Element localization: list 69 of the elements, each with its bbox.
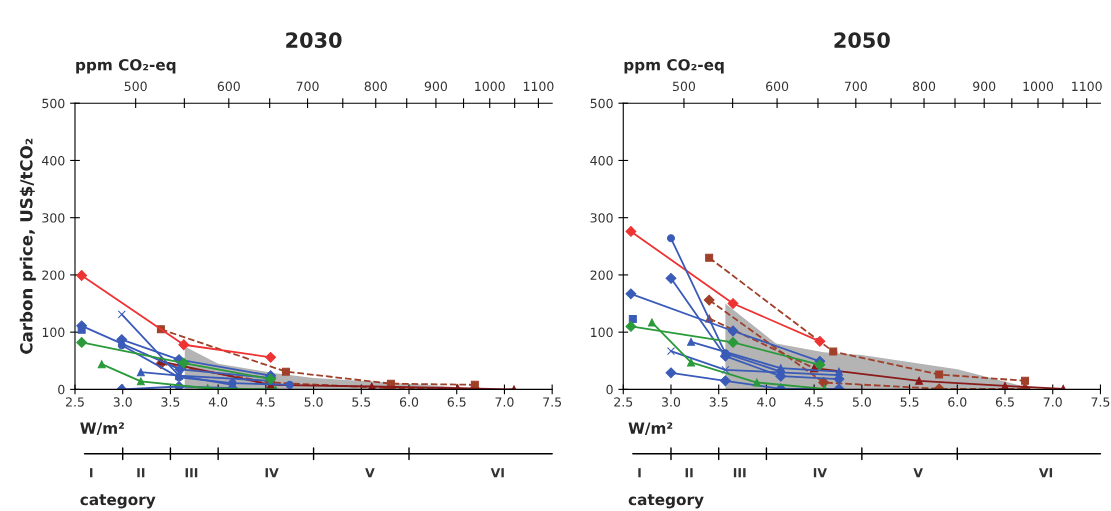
x-tick-label: 2.5 [65,397,84,407]
y-tick-label: 300 [42,213,65,223]
text: category [80,494,156,509]
x2-tick-label: 1100 [523,81,554,92]
x-tick-label: 5.0 [852,397,871,407]
x-tick-label: 3.0 [113,397,132,407]
x-tick-label: 6.5 [447,397,466,407]
text: VI [1038,468,1053,478]
text: II [685,468,693,478]
text: category [628,494,704,509]
x2-tick-label: 500 [124,81,147,92]
x-tick-label: 3.0 [662,397,681,407]
x-tick-label: 4.5 [804,397,823,407]
y-tick-label: 500 [42,98,65,109]
chart-title: 2050 [834,32,890,48]
x2-tick-label: 1000 [1023,81,1054,92]
x-tick-label: 5.5 [352,397,371,407]
y-tick-label: 200 [42,270,65,280]
x2-tick-label: 900 [973,81,996,92]
x2-axis-title: ppm CO₂-eq [76,58,176,74]
x2-tick-label: 1000 [475,81,505,92]
x2-tick-label: 500 [672,81,696,92]
x-tick-label: 4.0 [208,397,228,407]
text: III [733,468,746,478]
text: I [638,468,641,478]
y-tick-label: 300 [590,213,613,223]
x-tick-label: 2.5 [614,397,633,407]
x-tick-label: 3.5 [161,397,180,407]
x-axis-title: W/m² [628,422,673,436]
text: VI [490,468,504,478]
x-tick-label: 7.5 [543,397,562,407]
x2-tick-label: 800 [912,81,936,92]
x-tick-label: 4.5 [256,397,275,407]
y-tick-label: 200 [590,270,613,280]
text: V [913,468,923,478]
text: V [365,468,375,478]
x2-axis-title: ppm CO₂-eq [624,58,724,74]
y-tick-label: 0 [606,384,613,395]
x2-tick-label: 1100 [1072,81,1102,92]
x-tick-label: 5.5 [900,397,919,407]
y-tick-label: 0 [58,384,65,395]
x2-tick-label: 800 [364,81,387,92]
text: I [90,468,93,478]
x2-tick-label: 700 [296,81,319,92]
y-tick-label: 100 [42,327,65,338]
x-axis-title: W/m² [80,422,124,436]
text: III [185,468,198,478]
text: IV [813,468,827,478]
x-tick-label: 4.0 [757,397,776,407]
x-tick-label: 7.0 [1043,397,1062,407]
x2-tick-label: 600 [217,81,240,92]
x-tick-label: 6.0 [948,397,967,407]
text: II [137,468,145,478]
x2-tick-label: 600 [766,81,789,92]
x-tick-label: 6.0 [399,397,419,407]
x-tick-label: 5.0 [304,397,323,407]
y-tick-label: 100 [591,327,613,338]
y-tick-label: 500 [590,98,613,109]
chart-title: 2030 [286,32,342,48]
x-tick-label: 6.5 [995,397,1014,407]
y-tick-label: 400 [590,155,613,166]
text: IV [265,468,279,478]
y-tick-label: 400 [42,155,65,166]
y-axis-title: Carbon price, US$/tCO₂ [19,138,36,354]
x-tick-label: 7.0 [495,397,514,407]
x-tick-label: 7.5 [1091,397,1110,407]
x2-tick-label: 900 [424,81,448,92]
x-tick-label: 3.5 [709,397,728,407]
x2-tick-label: 700 [844,81,867,92]
